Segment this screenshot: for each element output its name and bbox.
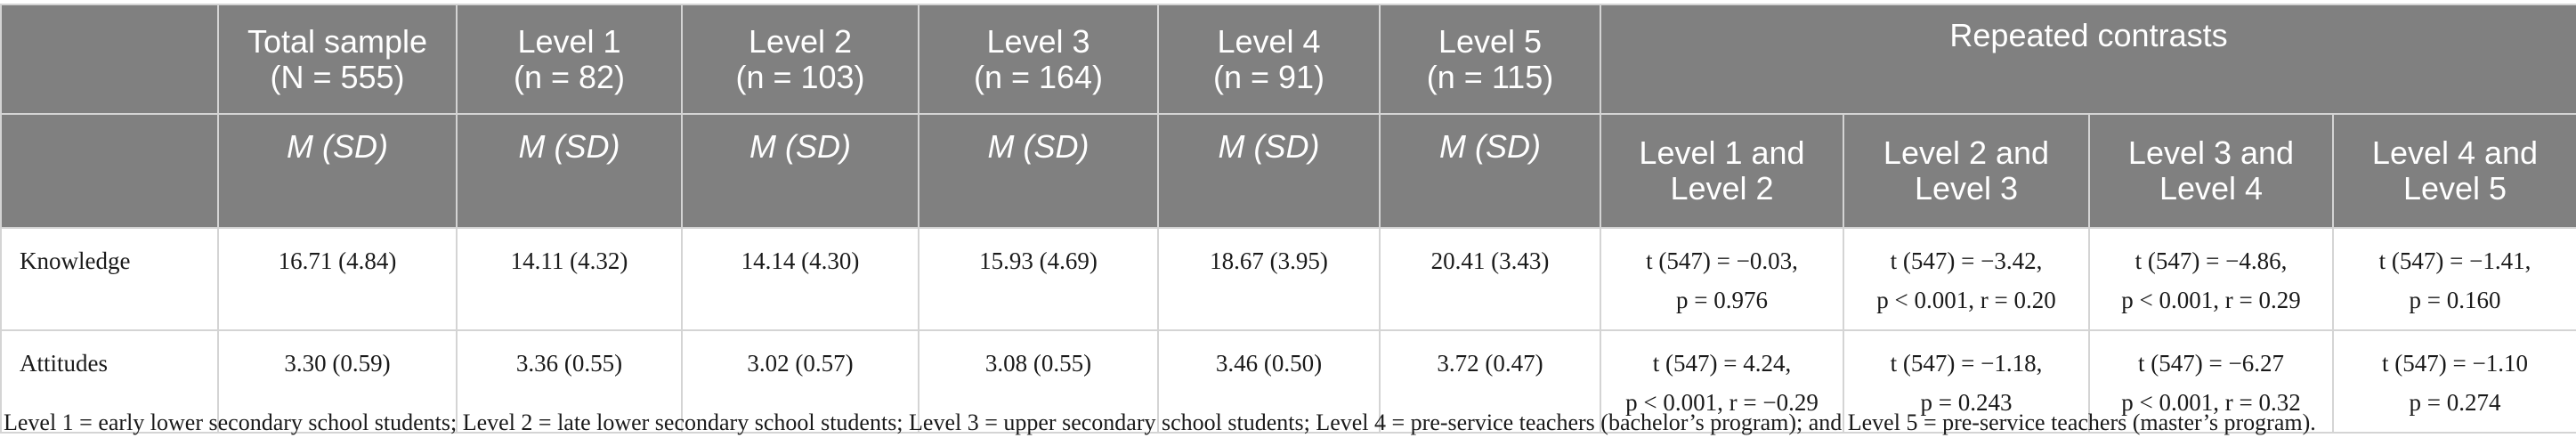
stat-label-level-4: M (SD) <box>1157 113 1381 229</box>
table-cell: 3.02 (0.57) <box>681 329 919 434</box>
stat-label-level-2: M (SD) <box>681 113 919 229</box>
row-label-attitudes: Attitudes <box>0 329 219 434</box>
header-level-5: Level 5 (n = 115) <box>1379 4 1601 115</box>
contrast-cell: t (547) = −1.41, p = 0.160 <box>2332 227 2576 331</box>
stat-label-level-1: M (SD) <box>456 113 683 229</box>
contrast-cell: t (547) = −6.27 p < 0.001, r = 0.32 <box>2088 329 2334 434</box>
stat-label-total: M (SD) <box>217 113 458 229</box>
table-row: Attitudes 3.30 (0.59) 3.36 (0.55) 3.02 (… <box>0 329 2576 434</box>
header-row-2: M (SD) M (SD) M (SD) M (SD) M (SD) M (SD… <box>0 113 2576 229</box>
row-label-knowledge: Knowledge <box>0 227 219 331</box>
header-level-1: Level 1 (n = 82) <box>456 4 683 115</box>
contrast-col-3-4: Level 3 and Level 4 <box>2088 113 2334 229</box>
table-cell: 3.30 (0.59) <box>217 329 458 434</box>
stat-label-level-5: M (SD) <box>1379 113 1601 229</box>
header-level-4: Level 4 (n = 91) <box>1157 4 1381 115</box>
table-cell: 3.46 (0.50) <box>1157 329 1381 434</box>
contrast-col-2-3: Level 2 and Level 3 <box>1843 113 2090 229</box>
table-cell: 14.14 (4.30) <box>681 227 919 331</box>
results-table: Total sample (N = 555) Level 1 (n = 82) Le… <box>0 4 2576 434</box>
stat-label-level-3: M (SD) <box>918 113 1159 229</box>
header-repeated-contrasts: Repeated contrasts <box>1600 4 2576 115</box>
header-level-3: Level 3 (n = 164) <box>918 4 1159 115</box>
table-footnote: Level 1 = early lower secondary school s… <box>4 410 2316 435</box>
contrast-col-4-5: Level 4 and Level 5 <box>2332 113 2576 229</box>
header-total-sample: Total sample (N = 555) <box>217 4 458 115</box>
contrast-cell: t (547) = −1.10 p = 0.274 <box>2332 329 2576 434</box>
contrast-col-1-2: Level 1 and Level 2 <box>1600 113 1844 229</box>
header-corner-cell <box>0 4 219 115</box>
table-cell: 3.08 (0.55) <box>918 329 1159 434</box>
table-cell: 20.41 (3.43) <box>1379 227 1601 331</box>
contrast-cell: t (547) = −3.42, p < 0.001, r = 0.20 <box>1843 227 2090 331</box>
table-cell: 18.67 (3.95) <box>1157 227 1381 331</box>
table-cell: 3.36 (0.55) <box>456 329 683 434</box>
header-level-2: Level 2 (n = 103) <box>681 4 919 115</box>
contrast-cell: t (547) = −4.86, p < 0.001, r = 0.29 <box>2088 227 2334 331</box>
table-row: Knowledge 16.71 (4.84) 14.11 (4.32) 14.1… <box>0 227 2576 331</box>
contrast-cell: t (547) = −1.18, p = 0.243 <box>1843 329 2090 434</box>
header-corner-cell-2 <box>0 113 219 229</box>
contrast-cell: t (547) = 4.24, p < 0.001, r = −0.29 <box>1600 329 1844 434</box>
table-cell: 14.11 (4.32) <box>456 227 683 331</box>
contrast-cell: t (547) = −0.03, p = 0.976 <box>1600 227 1844 331</box>
header-row-1: Total sample (N = 555) Level 1 (n = 82) Le… <box>0 4 2576 115</box>
table-cell: 15.93 (4.69) <box>918 227 1159 331</box>
table-cell: 3.72 (0.47) <box>1379 329 1601 434</box>
table-cell: 16.71 (4.84) <box>217 227 458 331</box>
